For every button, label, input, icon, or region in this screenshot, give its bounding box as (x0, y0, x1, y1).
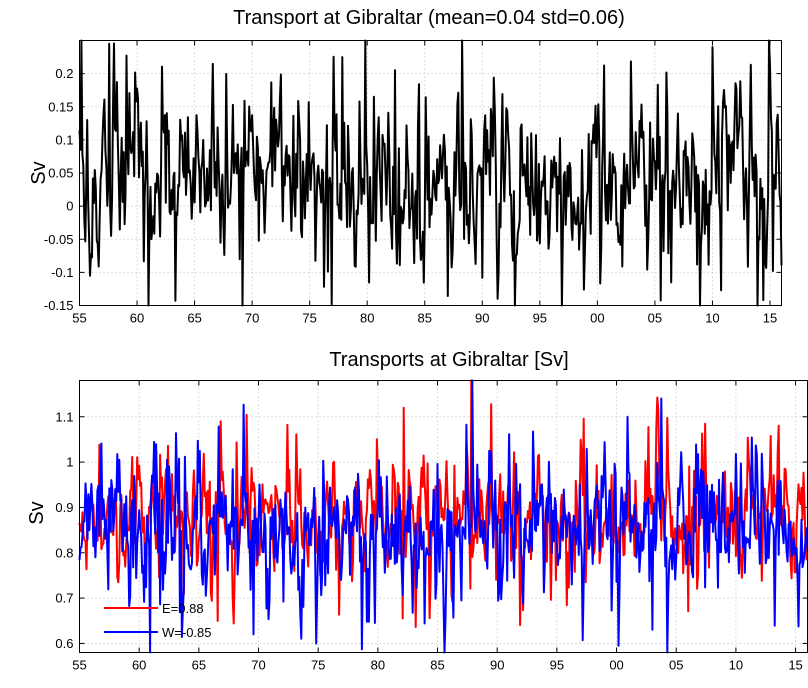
top-y-tick-label: -0.15 (44, 298, 74, 313)
bottom-y-tick-label: 0.9 (55, 500, 73, 515)
top-x-tick-label: 80 (360, 311, 374, 326)
bottom-y-tick-label: 0.7 (55, 591, 73, 606)
top-x-tick-label: 70 (245, 311, 259, 326)
top-y-tick-label: 0 (66, 199, 73, 214)
bottom-x-tick-label: 00 (609, 658, 623, 673)
top-x-tick-label: 10 (705, 311, 719, 326)
top-chart-series (78, 39, 783, 307)
bottom-x-tick-label: 80 (371, 658, 385, 673)
legend-label-e: E=0.88 (162, 601, 204, 616)
bottom-x-tick-label: 70 (251, 658, 265, 673)
top-x-tick-label: 75 (302, 311, 316, 326)
top-y-tick-label: -0.05 (44, 232, 74, 247)
bottom-x-tick-label: 55 (72, 658, 86, 673)
top-x-tick-label: 60 (130, 311, 144, 326)
bottom-x-tick-label: 90 (490, 658, 504, 673)
top-x-tick-label: 85 (418, 311, 432, 326)
top-chart-frame (79, 40, 782, 306)
top-y-tick-label: 0.05 (48, 166, 73, 181)
bottom-chart-x-ticks: 55 60 65 70 75 80 85 90 95 00 05 10 15 (72, 380, 803, 673)
top-x-tick-label: 55 (72, 311, 86, 326)
top-y-tick-label: 0.2 (55, 66, 73, 81)
bottom-x-tick-label: 15 (788, 658, 802, 673)
bottom-chart: Transports at Gibraltar [Sv] Sv 0.60.70.… (26, 349, 808, 673)
bottom-y-tick-label: 1 (66, 455, 73, 470)
bottom-x-tick-label: 95 (550, 658, 564, 673)
bottom-chart-ylabel: Sv (26, 501, 48, 524)
top-y-tick-label: 0.15 (48, 99, 73, 114)
bottom-x-tick-label: 75 (311, 658, 325, 673)
top-series-line-0 (78, 39, 783, 307)
top-x-tick-label: 00 (590, 311, 604, 326)
top-y-tick-label: 0.1 (55, 132, 73, 147)
bottom-chart-title: Transports at Gibraltar [Sv] (329, 349, 568, 371)
legend-label-w: W=-0.85 (162, 625, 212, 640)
bottom-y-tick-label: 0.6 (55, 636, 73, 651)
top-y-tick-label: -0.1 (51, 265, 73, 280)
bottom-series-line-1 (78, 379, 808, 654)
top-chart-x-ticks: 55 60 65 70 75 80 85 90 95 00 05 10 15 (72, 40, 777, 326)
top-x-tick-label: 15 (763, 311, 777, 326)
top-chart-y-ticks: -0.15 -0.1 -0.05 0 0.05 0.1 0.15 0.2 (44, 66, 782, 313)
bottom-x-tick-label: 60 (132, 658, 146, 673)
bottom-chart-series (78, 379, 808, 654)
top-x-tick-label: 90 (475, 311, 489, 326)
top-x-tick-label: 05 (648, 311, 662, 326)
bottom-chart-legend: E=0.88 W=-0.85 (104, 601, 212, 640)
bottom-x-tick-label: 10 (729, 658, 743, 673)
top-chart: Transport at Gibraltar (mean=0.04 std=0.… (28, 7, 783, 326)
bottom-chart-y-ticks: 0.6 0.7 0.8 0.9 1 1.1 (55, 409, 808, 651)
top-x-tick-label: 95 (533, 311, 547, 326)
top-chart-title: Transport at Gibraltar (mean=0.04 std=0.… (233, 7, 625, 29)
bottom-y-tick-label: 1.1 (55, 409, 73, 424)
bottom-y-tick-label: 0.8 (55, 545, 73, 560)
bottom-x-tick-label: 65 (192, 658, 206, 673)
bottom-x-tick-label: 05 (669, 658, 683, 673)
top-chart-ylabel: Sv (28, 161, 50, 184)
top-x-tick-label: 65 (187, 311, 201, 326)
bottom-x-tick-label: 85 (430, 658, 444, 673)
